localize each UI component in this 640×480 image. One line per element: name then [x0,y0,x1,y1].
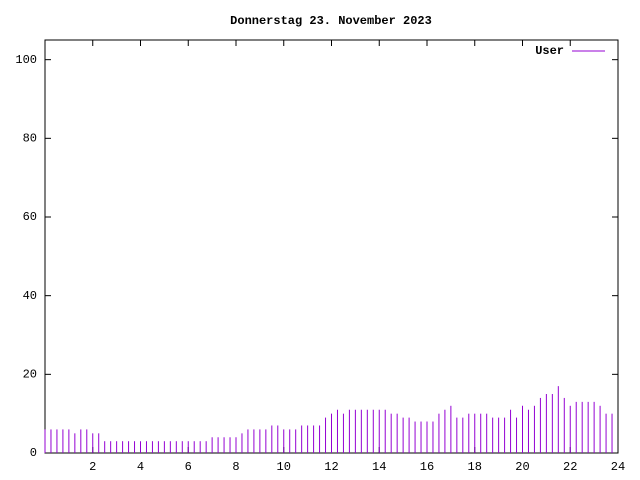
y-tick-label: 60 [23,210,37,224]
y-tick-label: 40 [23,289,37,303]
x-tick-label: 18 [468,460,482,474]
x-tick-label: 12 [324,460,338,474]
y-tick-label: 0 [30,446,37,460]
x-tick-label: 14 [372,460,386,474]
y-tick-label: 20 [23,368,37,382]
legend-label: User [535,44,564,58]
chart-title: Donnerstag 23. November 2023 [230,14,432,28]
y-tick-label: 80 [23,132,37,146]
plot-frame [44,39,619,454]
x-tick-label: 2 [89,460,96,474]
x-tick-label: 22 [563,460,577,474]
x-tick-label: 8 [232,460,239,474]
x-tick-label: 4 [137,460,144,474]
x-tick-label: 16 [420,460,434,474]
x-tick-label: 6 [185,460,192,474]
x-tick-label: 24 [611,460,625,474]
x-tick-label: 20 [515,460,529,474]
y-tick-label: 100 [15,53,37,67]
x-tick-label: 10 [277,460,291,474]
